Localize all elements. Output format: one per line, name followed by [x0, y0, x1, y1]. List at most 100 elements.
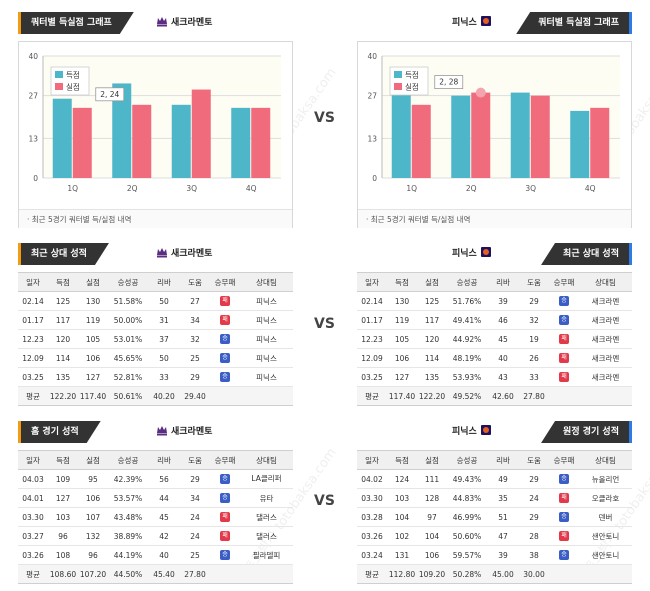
fg-pct-cell: 59.57%: [447, 545, 487, 565]
allowed-cell: 106: [417, 545, 447, 565]
y-tick-label: 0: [33, 174, 38, 183]
tooltip-box: [434, 75, 464, 89]
opponent-cell: 피닉스: [240, 291, 293, 311]
rebounds-cell: 45: [148, 507, 180, 527]
column-header: 일자: [357, 272, 387, 292]
opponent-cell: 피닉스: [240, 367, 293, 387]
column-header: 일자: [18, 272, 48, 292]
points-cell: 124: [387, 469, 417, 489]
assists-cell: 26: [519, 348, 549, 368]
points-cell: 103: [387, 488, 417, 508]
legend-label: 실점: [405, 82, 419, 92]
rebounds-cell: 51: [487, 507, 519, 527]
table-row: 03.25 135 127 52.81% 33 29 승 피닉스: [18, 367, 293, 387]
result-cell: 패: [210, 310, 240, 330]
suns-logo-icon: [480, 16, 491, 26]
rebounds-cell: 40: [487, 348, 519, 368]
legend-swatch: [394, 71, 402, 78]
date-cell: 12.09: [357, 348, 387, 368]
bar-conceded: [530, 95, 550, 178]
bar-conceded: [132, 104, 152, 178]
section-tab: 최근 상대 성적: [18, 243, 109, 265]
rebounds-cell: 40: [148, 545, 180, 565]
date-cell: 03.26: [357, 526, 387, 546]
result-cell: 패: [549, 348, 579, 368]
assists-cell: 34: [180, 310, 210, 330]
result-cell: 승: [210, 367, 240, 387]
win-badge: 승: [220, 550, 230, 560]
points-cell: 105: [387, 329, 417, 349]
tooltip-box: [95, 87, 125, 102]
result-cell: 승: [210, 348, 240, 368]
team-label: 새크라멘토: [156, 243, 212, 265]
fg-pct-cell: 49.41%: [447, 310, 487, 330]
allowed-cell: 106: [78, 348, 108, 368]
allowed-cell: 107: [78, 507, 108, 527]
opponent-cell: 피닉스: [240, 348, 293, 368]
result-cell: 승: [549, 507, 579, 527]
win-badge: 승: [220, 334, 230, 344]
bar-conceded: [411, 104, 431, 178]
rebounds-cell: 49: [487, 469, 519, 489]
opponent-cell: 뉴올리언: [579, 469, 632, 489]
team-label: 새크라멘토: [156, 12, 212, 34]
table-row: 03.26 108 96 44.19% 40 25 승 필라델피: [18, 545, 293, 565]
average-label: 평균: [18, 564, 48, 584]
win-badge: 승: [559, 296, 569, 306]
team-label: 피닉스: [452, 243, 492, 265]
quarter-chart-left: 0 13 27 40 1Q 2Q 3Q 4Q 득점 실점 2, 24 · 최근 5경기 쿼터별 득/…: [18, 41, 293, 228]
average-cell: [240, 564, 293, 584]
assists-cell: 33: [519, 367, 549, 387]
table-row: 12.09 114 106 45.65% 50 25 승 피닉스: [18, 348, 293, 368]
opponent-cell: LA클리퍼: [240, 469, 293, 489]
date-cell: 01.17: [18, 310, 48, 330]
table-row: 02.14 125 130 51.58% 50 27 패 피닉스: [18, 291, 293, 311]
opponent-cell: 새크라멘: [579, 291, 632, 311]
table-row: 04.02 124 111 49.43% 49 29 승 뉴올리언: [357, 469, 632, 489]
column-header: 득점: [48, 450, 78, 470]
tooltip-text: 2, 24: [100, 90, 119, 99]
stats-table: 일자 득점 실점 승성공 리바 도움 승무패 상대팀 02.14 125 130 51.58% 50 27…: [18, 272, 293, 406]
opponent-cell: 샌안토니: [579, 526, 632, 546]
column-header: 승무패: [210, 450, 240, 470]
column-header: 실점: [78, 272, 108, 292]
assists-cell: 29: [180, 469, 210, 489]
rebounds-cell: 46: [487, 310, 519, 330]
column-header: 실점: [417, 450, 447, 470]
bar-scored: [451, 95, 471, 178]
table-row: 04.01 127 106 53.57% 44 34 승 유타: [18, 488, 293, 508]
opponent-cell: 유타: [240, 488, 293, 508]
stats-table: 일자 득점 실점 승성공 리바 도움 승무패 상대팀 04.02 124 111 49.43% 49 29…: [357, 450, 632, 584]
stats-table: 일자 득점 실점 승성공 리바 도움 승무패 상대팀 02.14 130 125 51.76% 39 29…: [357, 272, 632, 406]
average-cell: 122.20: [48, 386, 78, 406]
fg-pct-cell: 44.19%: [108, 545, 148, 565]
chart-note: · 최근 5경기 쿼터별 득/실점 내역: [358, 209, 631, 228]
table-row: 03.30 103 107 43.48% 45 24 패 댈러스: [18, 507, 293, 527]
average-cell: 29.40: [180, 386, 210, 406]
average-cell: 117.40: [78, 386, 108, 406]
assists-cell: 24: [519, 488, 549, 508]
opponent-cell: 새크라멘: [579, 348, 632, 368]
column-header: 승성공: [447, 450, 487, 470]
table-row: 03.28 104 97 46.99% 51 29 승 덴버: [357, 507, 632, 527]
rebounds-cell: 50: [148, 348, 180, 368]
kings-logo-icon: [157, 426, 167, 436]
fg-pct-cell: 53.57%: [108, 488, 148, 508]
opponent-cell: 피닉스: [240, 329, 293, 349]
points-cell: 127: [387, 367, 417, 387]
allowed-cell: 135: [417, 367, 447, 387]
rebounds-cell: 44: [148, 488, 180, 508]
team-label: 피닉스: [452, 421, 492, 443]
points-cell: 114: [48, 348, 78, 368]
rebounds-cell: 50: [148, 291, 180, 311]
date-cell: 03.28: [357, 507, 387, 527]
fg-pct-cell: 50.00%: [108, 310, 148, 330]
chart-note: · 최근 5경기 쿼터별 득/실점 내역: [19, 209, 292, 228]
assists-cell: 34: [180, 488, 210, 508]
suns-logo-icon: [480, 425, 491, 435]
bar-scored: [231, 107, 251, 178]
opponent-cell: 샌안토니: [579, 545, 632, 565]
tooltip-text: 2, 28: [439, 78, 458, 87]
result-cell: 패: [549, 367, 579, 387]
